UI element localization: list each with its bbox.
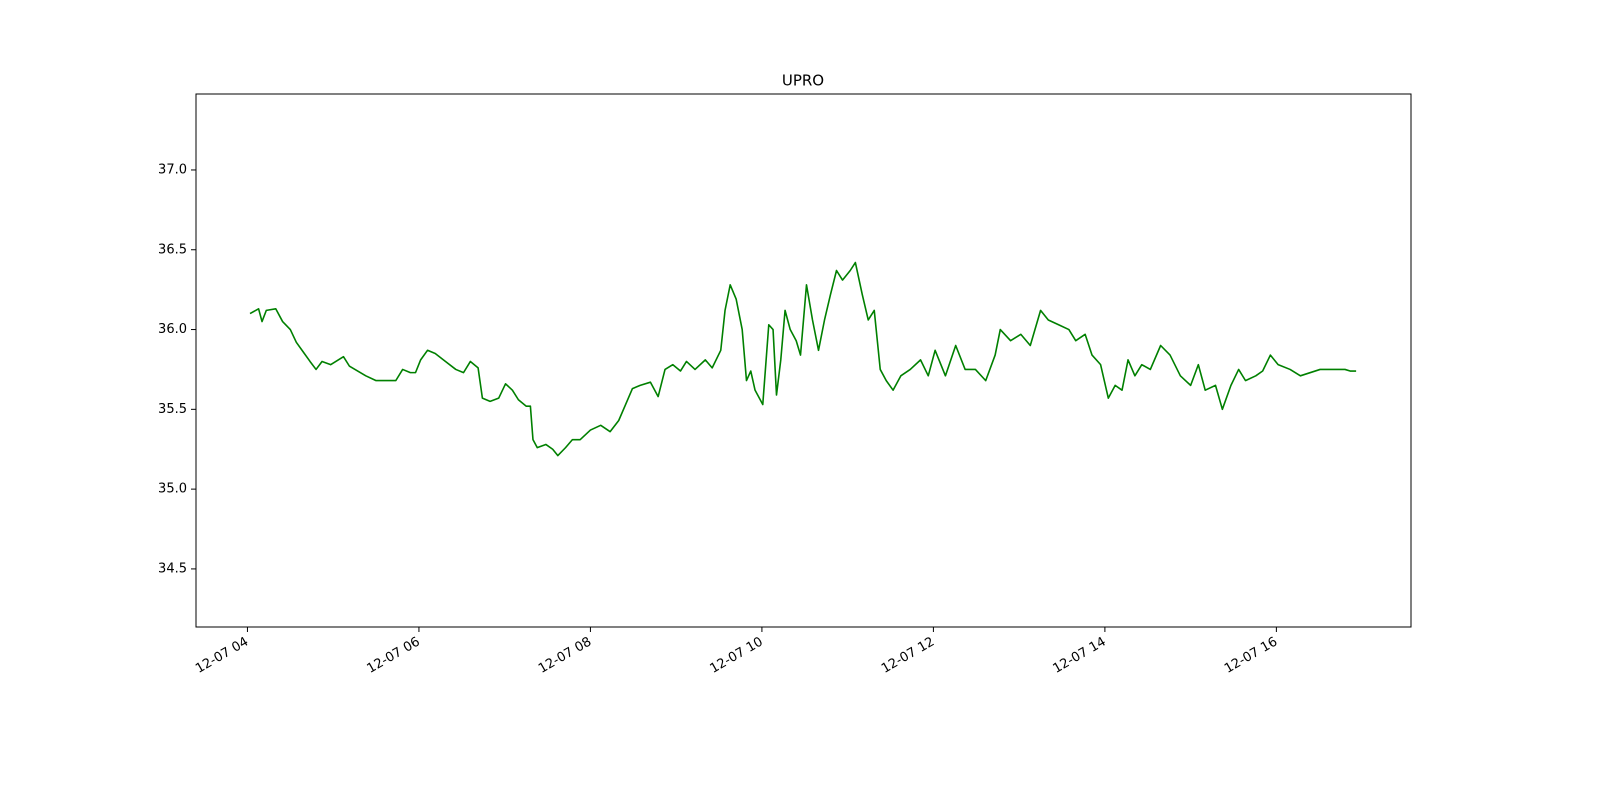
chart-title: UPRO [782, 72, 824, 90]
y-tick-label: 34.5 [158, 561, 187, 576]
y-tick-label: 35.5 [158, 402, 187, 417]
plot-frame [195, 93, 1412, 628]
y-tick-label: 36.0 [158, 322, 187, 337]
y-tick-label: 35.0 [158, 482, 187, 497]
y-tick-label: 36.5 [158, 242, 187, 257]
price-line [249, 261, 1357, 457]
y-tick-label: 37.0 [158, 162, 187, 177]
